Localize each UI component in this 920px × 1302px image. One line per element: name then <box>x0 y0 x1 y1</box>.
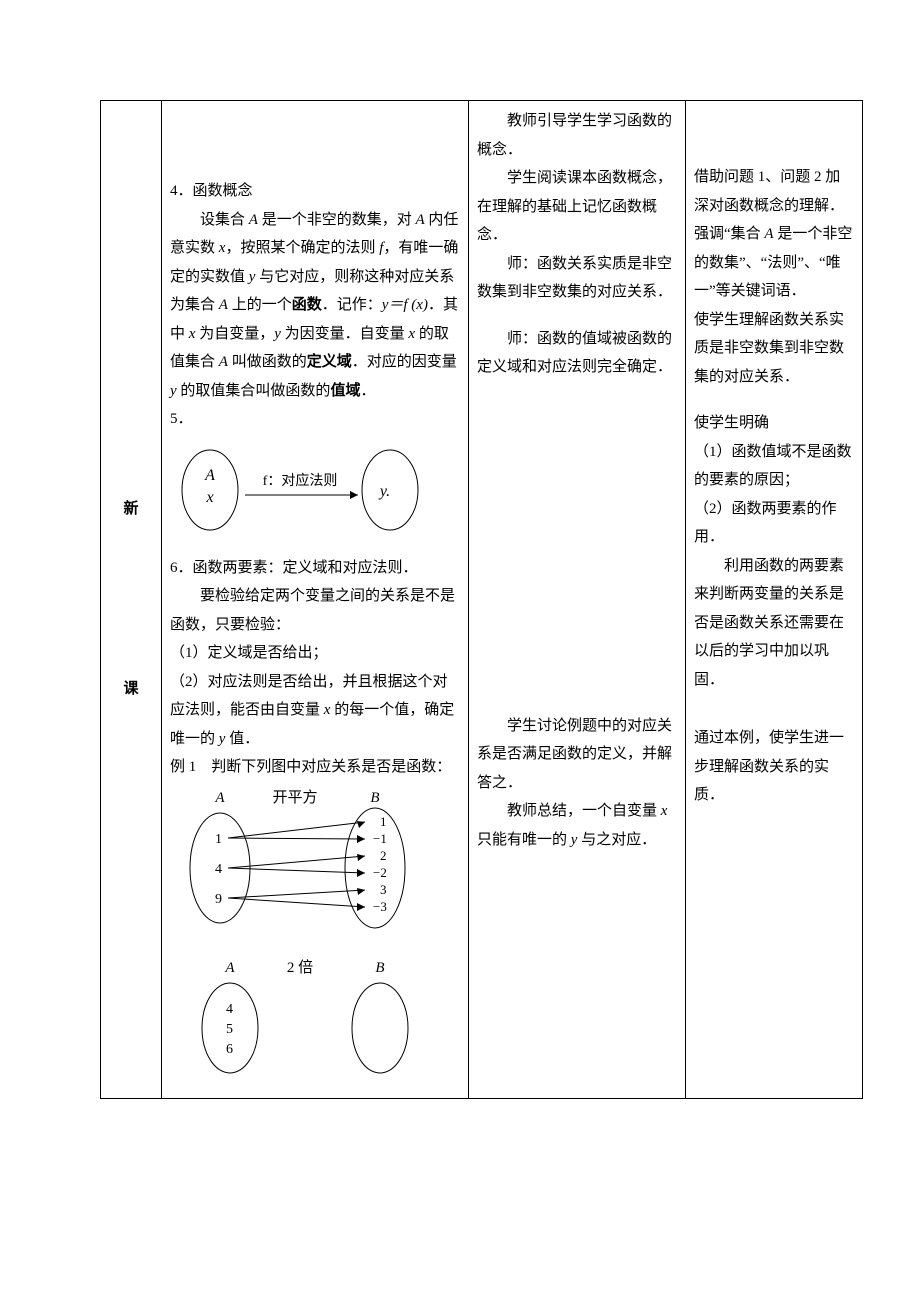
lesson-table: 新 课 4．函数概念 设集合 A 是一个非空的数集，对 A 内任意实数 x，按照… <box>100 100 863 1099</box>
svg-text:2 倍: 2 倍 <box>287 959 313 976</box>
sec4-body: 设集合 A 是一个非空的数集，对 A 内任意实数 x，按照某个确定的法则 f，有… <box>170 206 460 406</box>
svg-text:2: 2 <box>380 848 387 863</box>
int-p1: 借助问题 1、问题 2 加深对函数概念的理解．强调“集合 A 是一个非空的数集”… <box>694 163 854 306</box>
int-p5: 通过本例，使学生进一步理解函数关系的实质． <box>694 724 854 810</box>
sec6-title: 6．函数两要素：定义域和对应法则． <box>170 554 460 583</box>
svg-text:1: 1 <box>215 832 222 847</box>
svg-text:开平方: 开平方 <box>272 789 317 806</box>
sym-A: A <box>249 212 258 228</box>
act-p6: 教师总结，一个自变量 x 只能有唯一的 y 与之对应． <box>477 797 677 854</box>
activity-cell: 教师引导学生学习函数的概念． 学生阅读课本函数概念，在理解的基础上记忆函数概念．… <box>469 101 686 1099</box>
t: 叫做函数的 <box>228 354 307 370</box>
content-cell: 4．函数概念 设集合 A 是一个非空的数集，对 A 内任意实数 x，按照某个确定… <box>162 101 469 1099</box>
svg-text:B: B <box>375 960 384 976</box>
sym-y: y <box>274 326 281 342</box>
svg-text:A: A <box>214 790 225 806</box>
svg-text:9: 9 <box>215 892 222 907</box>
svg-text:4: 4 <box>226 1002 233 1017</box>
t: 是一个非空的数集，对 <box>258 212 416 228</box>
t: 为因变量．自变量 <box>281 326 409 342</box>
svg-text:A: A <box>224 960 235 976</box>
int-p2: 使学生理解函数关系实质是非空数集到非空数集的对应关系． <box>694 306 854 392</box>
svg-text:x: x <box>205 489 213 506</box>
diagram-sqrt: A 开平方 B 1 4 9 1 −1 2 −2 3 −3 <box>170 788 460 938</box>
svg-text:y.: y. <box>378 483 390 500</box>
act-p1: 教师引导学生学习函数的概念． <box>477 107 677 164</box>
page: 新 课 4．函数概念 设集合 A 是一个非空的数集，对 A 内任意实数 x，按照… <box>0 0 920 1139</box>
svg-text:3: 3 <box>380 882 387 897</box>
bold-range: 值域 <box>330 383 360 399</box>
act-p2: 学生阅读课本函数概念，在理解的基础上记忆函数概念． <box>477 164 677 250</box>
act-p3: 师：函数关系实质是非空数集到非空数集的对应关系． <box>477 250 677 307</box>
intent-cell: 借助问题 1、问题 2 加深对函数概念的理解．强调“集合 A 是一个非空的数集”… <box>686 101 863 1099</box>
svg-text:−3: −3 <box>373 899 387 914</box>
svg-text:−1: −1 <box>373 831 387 846</box>
row-label: 新 课 <box>123 501 138 697</box>
sec6-i1: （1）定义域是否给出； <box>170 639 460 668</box>
int-p3-1: （1）函数值域不是函数的要素的原因； <box>694 438 854 495</box>
sym-A: A <box>219 354 228 370</box>
t: ． <box>360 383 375 399</box>
sec6-i2: （2）对应法则是否给出，并且根据这个对应法则，能否由自变量 x 的每一个值，确定… <box>170 668 460 754</box>
int-p3: 使学生明确 <box>694 409 854 438</box>
act-p4: 师：函数的值域被函数的定义域和对应法则完全确定． <box>477 325 677 382</box>
t: 值． <box>225 731 259 747</box>
t: 上的一个 <box>228 297 292 313</box>
sec6-p1: 要检验给定两个变量之间的关系是不是函数，只要检验： <box>170 582 460 639</box>
t: ．对应的因变量 <box>352 354 457 370</box>
t: ．记作： <box>322 297 382 313</box>
t: 的取值集合叫做函数的 <box>177 383 331 399</box>
mapping-svg: A x y. f：对应法则 <box>170 440 430 540</box>
sec5-title: 5． <box>170 405 460 434</box>
sym-y: y <box>170 383 177 399</box>
svg-text:5: 5 <box>226 1022 233 1037</box>
sec4-title: 4．函数概念 <box>170 177 460 206</box>
t: 教师总结，一个自变量 <box>507 803 661 819</box>
act-p5: 学生讨论例题中的对应关系是否满足函数的定义，并解答之． <box>477 712 677 798</box>
svg-text:4: 4 <box>215 862 222 877</box>
t: ，按照某个确定的法则 <box>225 240 379 256</box>
bold-func: 函数 <box>292 297 322 313</box>
diagram-double: A 2 倍 B 4 5 6 <box>170 958 460 1078</box>
int-p3-2: （2）函数两要素的作用． <box>694 495 854 552</box>
sym-A: A <box>415 212 424 228</box>
t: 与之对应． <box>577 832 656 848</box>
svg-text:f：对应法则: f：对应法则 <box>263 472 338 489</box>
svg-text:B: B <box>370 790 379 806</box>
row-label-cell: 新 课 <box>101 101 162 1099</box>
sym-A: A <box>219 297 228 313</box>
svg-text:6: 6 <box>226 1042 233 1057</box>
ex1-title: 例 1 判断下列图中对应关系是否是函数： <box>170 753 460 782</box>
svg-text:−2: −2 <box>373 865 387 880</box>
t: 设集合 <box>200 212 249 228</box>
sym-A: A <box>764 226 773 242</box>
sym-x: x <box>661 803 668 819</box>
bold-domain: 定义域 <box>307 354 352 370</box>
svg-text:1: 1 <box>380 814 387 829</box>
svg-text:A: A <box>204 467 215 484</box>
eq: y＝f (x) <box>382 297 428 313</box>
t: 为自变量， <box>195 326 274 342</box>
t: 只能有唯一的 <box>477 832 571 848</box>
int-p4: 利用函数的两要素来判断两变量的关系是否是函数关系还需要在以后的学习中加以巩固． <box>694 552 854 695</box>
diagram-mapping: A x y. f：对应法则 <box>170 440 460 540</box>
